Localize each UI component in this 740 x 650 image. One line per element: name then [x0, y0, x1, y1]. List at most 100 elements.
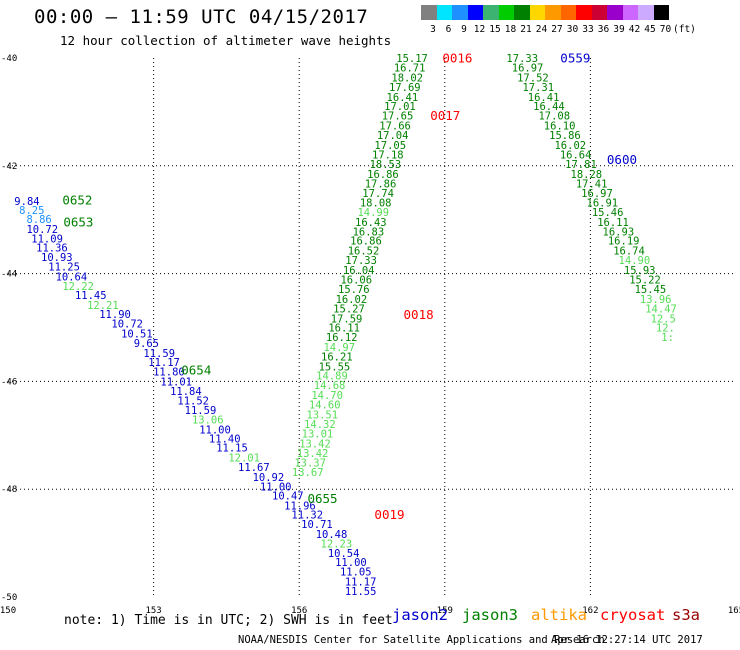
x-tick-label: 165: [728, 606, 740, 616]
wave-height-point: 14.70: [311, 390, 343, 402]
wave-height-point: 11.17: [148, 357, 180, 369]
scale-label: 45: [644, 24, 656, 35]
wave-height-point: 11.45: [75, 290, 107, 302]
wave-height-point: 13.37: [294, 457, 326, 469]
y-tick-label: -50: [1, 593, 17, 603]
scale-label: 30: [566, 24, 579, 35]
wave-height-point: 16.21: [321, 352, 353, 364]
scale-label: 36: [597, 24, 610, 35]
wave-height-point: 16.11: [597, 217, 629, 229]
wave-height-point: 11.00: [199, 424, 231, 436]
wave-height-point: 14.68: [314, 380, 346, 392]
wave-height-point: 14.60: [309, 400, 341, 412]
wave-height-point: 17.04: [377, 130, 409, 142]
wave-height-point: 17.33: [506, 53, 538, 65]
wave-height-point: 17.33: [345, 255, 377, 267]
wave-height-point: 17.41: [576, 179, 608, 191]
wave-height-point: 10.72: [26, 224, 58, 236]
scale-label: 42: [628, 24, 641, 35]
wave-height-point: 12.5: [651, 313, 676, 325]
wave-height-point: 17.65: [382, 111, 414, 123]
wave-height-point: 10.51: [121, 328, 153, 340]
x-tick-label: 162: [582, 606, 598, 616]
pass-time-label: 0016: [442, 51, 472, 66]
wave-height-point: 10.48: [316, 529, 348, 541]
wave-height-point: 11.52: [177, 395, 209, 407]
wave-height-point: 11.00: [260, 482, 292, 494]
wave-height-point: 16.86: [350, 236, 382, 248]
scale-label: (ft): [673, 24, 696, 35]
wave-height-point: 14.90: [619, 255, 651, 267]
scale-label: 21: [520, 24, 532, 35]
wave-height-point: 14.47: [645, 304, 677, 316]
scale-label: 6: [445, 24, 452, 35]
wave-height-point: 15.76: [338, 284, 370, 296]
wave-height-point: 11.15: [216, 443, 248, 455]
wave-height-point: 17.05: [374, 140, 406, 152]
wave-height-point: 16.04: [343, 265, 375, 277]
wave-height-point: 15.93: [624, 265, 656, 277]
wave-height-point: 11.59: [185, 405, 217, 417]
wave-height-point: 16.41: [387, 92, 419, 104]
wave-height-point: 10.93: [41, 252, 73, 264]
wave-height-point: 14.97: [323, 342, 355, 354]
scale-swatch: [436, 5, 452, 20]
scale-swatch: [607, 5, 623, 20]
wave-height-point: 11.36: [36, 243, 68, 255]
scale-label: 33: [582, 24, 594, 35]
wave-height-point: 17.66: [379, 120, 411, 132]
axis-tick-labels: 150 153 156 159 162 165 -40 -42 -44 -46 -48 -50: [0, 54, 740, 616]
wave-height-point: 9.84: [14, 196, 39, 208]
y-tick-label: -42: [1, 162, 17, 172]
wave-height-point: 16.52: [348, 245, 380, 257]
wave-height-point: 16.97: [581, 188, 613, 200]
scale-label: 70: [659, 24, 672, 35]
scale-swatch: [591, 5, 607, 20]
pass-time-label: 0653: [63, 214, 93, 229]
pass-time-label: 0017: [430, 108, 460, 123]
scale-swatch: [529, 5, 545, 20]
wave-height-point: 11.67: [238, 462, 270, 474]
pass-time-label: 0652: [62, 192, 92, 207]
wave-height-point: 11.96: [284, 500, 316, 512]
wave-height-point: 10.71: [301, 519, 333, 531]
wave-height-point: 17.69: [389, 82, 421, 94]
wave-height-labels: 9.848.258.8610.7211.0911.3610.9311.2510.…: [14, 51, 677, 599]
scale-swatch: [638, 5, 654, 20]
scale-swatch: [514, 5, 530, 20]
scale-swatch: [622, 5, 638, 20]
wave-height-point: 12.22: [62, 281, 94, 293]
wave-height-point: 16.74: [613, 245, 645, 257]
wave-height-point: 16.12: [326, 332, 358, 344]
scale-swatch: [421, 5, 437, 20]
wave-height-point: 10.92: [253, 472, 285, 484]
wave-height-point: 16.06: [340, 275, 372, 287]
wave-height-point: 16.86: [367, 169, 399, 181]
scale-swatch: [452, 5, 468, 20]
mission-cryosat-label: cryosat: [600, 606, 666, 624]
wave-height-point: 8.86: [26, 214, 51, 226]
pass-time-label: 0600: [607, 152, 637, 167]
pass-time-label: 0018: [404, 307, 434, 322]
wave-height-point: 18.02: [391, 72, 423, 84]
scale-swatch: [560, 5, 576, 20]
wave-height-point: 15.27: [333, 304, 365, 316]
scale-swatch: [483, 5, 499, 20]
wave-height-point: 16.64: [560, 149, 592, 161]
wave-height-point: 15.45: [635, 284, 667, 296]
wave-height-point: 16.43: [355, 217, 387, 229]
grid-lines: [8, 58, 736, 597]
wave-height-point: 16.11: [328, 323, 360, 335]
wave-height-point: 11.40: [209, 434, 241, 446]
y-tick-label: -40: [1, 54, 17, 64]
wave-height-point: 15.17: [396, 53, 428, 65]
wave-height-point: 11.55: [345, 586, 377, 598]
y-tick-label: -46: [1, 377, 17, 387]
pass-time-label: 0019: [374, 507, 404, 522]
x-tick-label: 159: [437, 606, 453, 616]
wave-height-point: 10.72: [111, 319, 143, 331]
pass-time-label: 0559: [560, 51, 590, 66]
wave-height-point: 15.46: [592, 207, 624, 219]
wave-height-point: 16.41: [528, 92, 560, 104]
